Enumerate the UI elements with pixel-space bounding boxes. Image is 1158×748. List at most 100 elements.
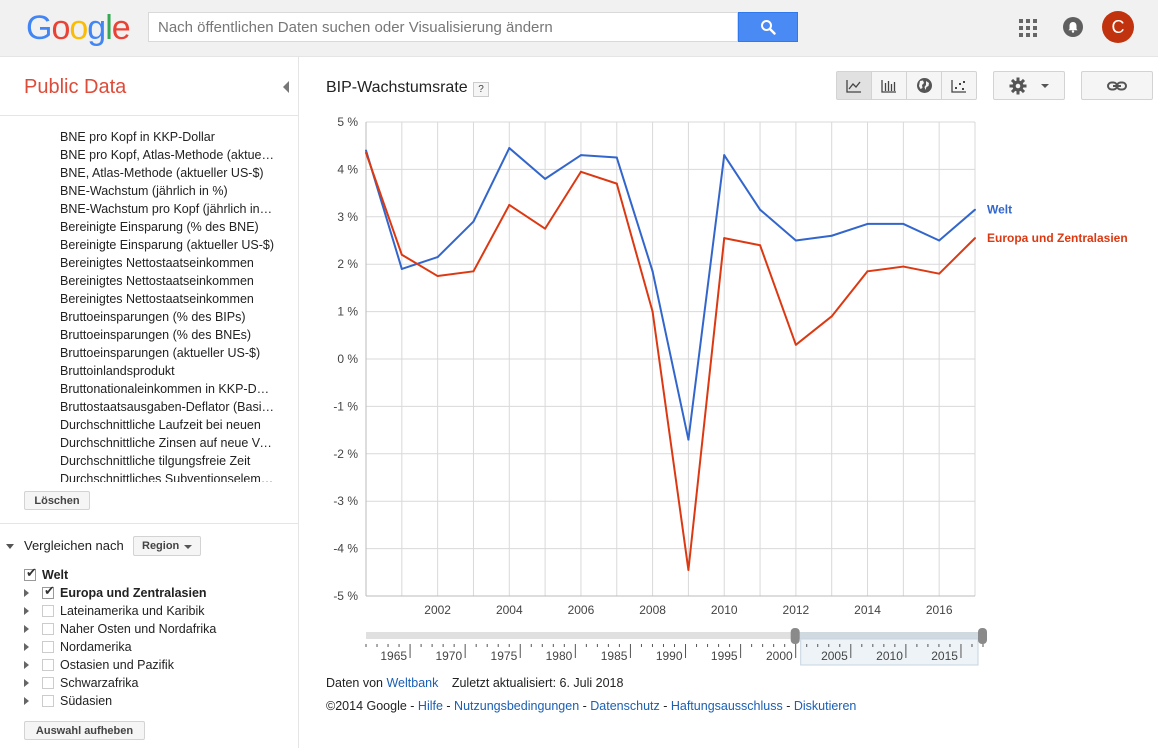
metric-item[interactable]: Bruttoinlandsprodukt [60,364,175,378]
timeline-label: 2015 [931,649,958,663]
metric-item[interactable]: BNE-Wachstum pro Kopf (jährlich in %) [60,202,275,216]
footer-link-datenschutz[interactable]: Datenschutz [590,699,660,713]
search-button[interactable] [738,12,798,42]
entity-checkbox[interactable] [42,605,54,617]
x-tick-label: 2008 [639,603,666,617]
timeline-label: 2010 [876,649,903,663]
metric-item[interactable]: BNE, Atlas-Methode (aktueller US-$) [60,166,264,180]
data-point [974,208,976,211]
metric-list[interactable]: BNE pro Kopf in KKP-Dollar BNE pro Kopf, … [60,128,275,482]
expand-icon[interactable] [24,589,29,597]
data-point [651,270,654,273]
data-point [687,568,690,571]
chevron-down-icon [1041,83,1049,88]
bar-chart-button[interactable] [871,71,907,100]
help-button[interactable]: ? [473,82,489,97]
data-point [687,438,690,441]
entity-row[interactable]: Ostasien und Pazifik [0,656,298,674]
legend-label[interactable]: Welt [987,203,1012,217]
bell-icon[interactable] [1063,17,1083,37]
metric-item[interactable]: Bereinigtes Nettostaatseinkommen [60,256,254,270]
metric-item[interactable]: Bereinigte Einsparung (aktueller US-$) [60,238,274,252]
apps-grid-icon[interactable] [1019,19,1037,37]
timeline-label: 1995 [711,649,738,663]
expand-icon[interactable] [24,679,29,687]
metric-item[interactable]: Bereinigte Einsparung (% des BNE) [60,220,259,234]
entity-row[interactable]: Lateinamerika und Karibik [0,602,298,620]
data-point [759,208,762,211]
timeline-label: 2000 [766,649,793,663]
entity-row[interactable]: ✔ Welt [0,565,298,584]
entity-checkbox[interactable] [42,677,54,689]
entity-label: Nordamerika [60,640,132,654]
collapse-sidebar-icon[interactable] [283,81,289,93]
link-icon [1107,81,1127,90]
timeline-selection[interactable] [795,632,983,639]
entity-row[interactable]: ✔ Europa und Zentralasien [0,583,298,602]
timeline-window[interactable] [800,638,979,666]
timeline-handle-right[interactable] [978,628,987,644]
source-link[interactable]: Weltbank [386,676,439,690]
entity-row[interactable]: Südasien [0,692,298,710]
entity-checkbox[interactable] [42,623,54,635]
footer-link-hilfe[interactable]: Hilfe [417,699,443,713]
metric-item[interactable]: Durchschnittliche Zinsen auf neue Verpfl… [60,436,275,450]
logo-letter: o [69,9,88,47]
legend-label[interactable]: Europa und Zentralasien [987,231,1128,245]
data-point [902,265,905,268]
metric-item[interactable]: Bruttoeinsparungen (aktueller US-$) [60,346,261,360]
metric-item[interactable]: BNE pro Kopf, Atlas-Methode (aktueller U… [60,148,275,162]
metric-item[interactable]: Bruttostaatsausgaben-Deflator (Basisjahr… [60,400,275,414]
data-point [759,244,762,247]
metric-item[interactable]: Durchschnittliches Subventionselement [60,472,275,482]
footer-link-diskutieren[interactable]: Diskutieren [793,699,857,713]
expand-icon[interactable] [24,661,29,669]
metric-item[interactable]: Bruttoeinsparungen (% des BNEs) [60,328,252,342]
avatar[interactable]: C [1102,11,1134,43]
entity-row[interactable]: Schwarzafrika [0,674,298,692]
y-tick-label: -1 % [333,399,358,413]
expand-icon[interactable] [24,643,29,651]
entity-row[interactable]: Naher Osten und Nordafrika [0,620,298,638]
series-line-0[interactable] [365,147,976,441]
expand-icon[interactable] [24,697,29,705]
series-line-1[interactable] [365,152,976,571]
entity-checkbox[interactable]: ✔ [24,565,37,581]
settings-button[interactable] [993,71,1065,100]
metric-item[interactable]: BNE pro Kopf in KKP-Dollar [60,130,215,144]
timeline-label: 1975 [491,649,518,663]
footer-link-haftungsausschluss[interactable]: Haftungsausschluss [670,699,783,713]
metric-item[interactable]: Bruttonationaleinkommen in KKP-Dollar [60,382,275,396]
data-point [579,170,582,173]
entity-checkbox[interactable] [42,641,54,653]
deselect-all-button[interactable]: Auswahl aufheben [24,721,145,740]
metric-item[interactable]: Bruttoeinsparungen (% des BIPs) [60,310,246,324]
timeline-track[interactable] [366,632,983,639]
data-point [830,234,833,237]
metric-item[interactable]: Bereinigtes Nettostaatseinkommen [60,292,254,306]
link-button[interactable] [1081,71,1153,100]
map-chart-button[interactable] [906,71,942,100]
collapse-compare-icon[interactable] [6,544,14,549]
footer-link-nutzungsbedingungen[interactable]: Nutzungsbedingungen [454,699,580,713]
metric-item[interactable]: Bereinigtes Nettostaatseinkommen [60,274,254,288]
scatter-chart-button[interactable] [941,71,977,100]
metric-item[interactable]: BNE-Wachstum (jährlich in %) [60,184,228,198]
entity-checkbox[interactable]: ✔ [42,583,55,599]
separator: - [782,699,794,713]
public-data-title[interactable]: Public Data [24,76,127,98]
entity-checkbox[interactable] [42,659,54,671]
entity-row[interactable]: Nordamerika [0,638,298,656]
metric-item[interactable]: Durchschnittliche tilgungsfreie Zeit [60,454,251,468]
entity-checkbox[interactable] [42,695,54,707]
expand-icon[interactable] [24,607,29,615]
metric-item[interactable]: Durchschnittliche Laufzeit bei neuen [60,418,261,432]
data-point [365,151,367,154]
timeline-handle-left[interactable] [790,628,800,644]
expand-icon[interactable] [24,625,29,633]
region-dropdown[interactable]: Region [133,536,201,556]
line-chart-button[interactable] [836,71,872,100]
clear-button[interactable]: Löschen [24,491,90,510]
google-logo[interactable]: Google [26,9,131,47]
search-input[interactable] [148,12,738,42]
